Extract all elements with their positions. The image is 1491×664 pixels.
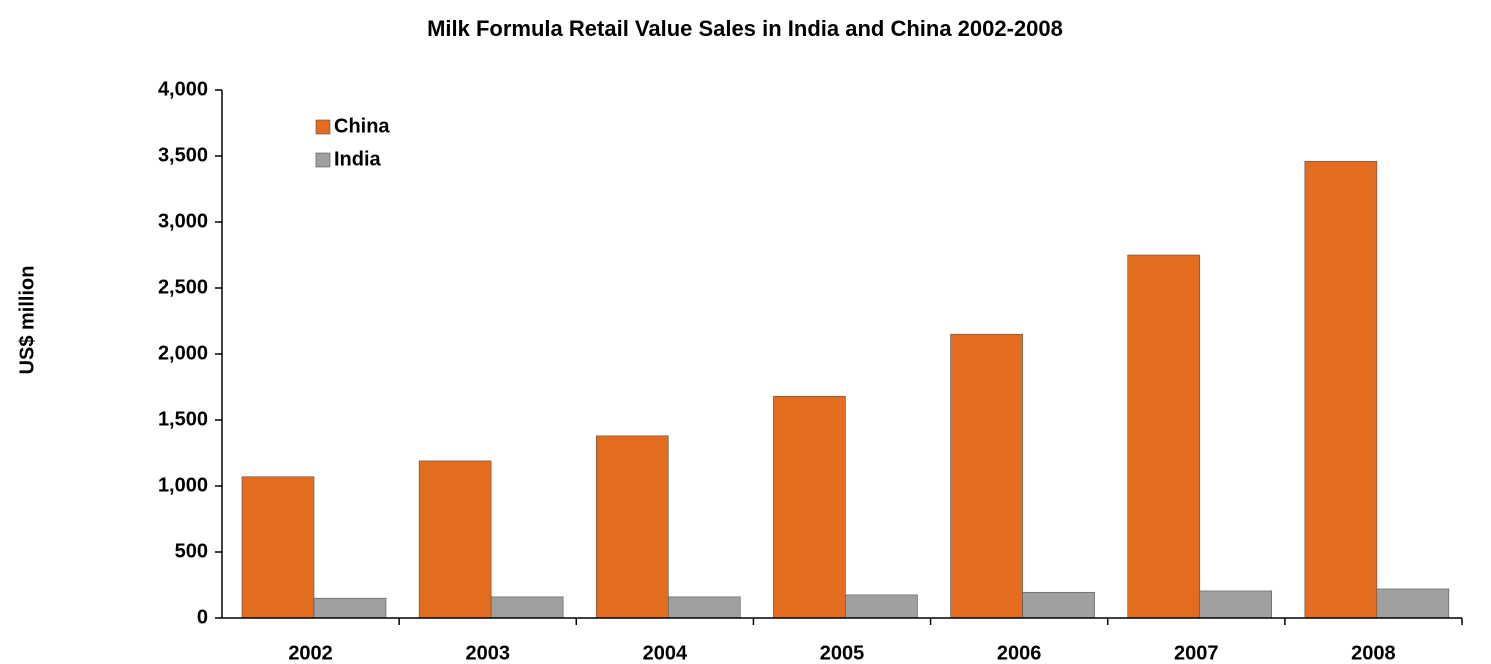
legend-swatch xyxy=(315,152,331,168)
legend-swatch xyxy=(315,119,331,135)
x-tick-label: 2005 xyxy=(820,642,865,664)
x-tick-label: 2006 xyxy=(997,642,1042,664)
y-tick-label: 0 xyxy=(197,606,208,628)
legend-label: India xyxy=(334,148,382,170)
bar xyxy=(1127,254,1201,619)
x-tick-label: 2004 xyxy=(643,642,688,664)
bar xyxy=(241,476,315,619)
bar xyxy=(667,596,741,619)
chart-title: Milk Formula Retail Value Sales in India… xyxy=(427,16,1063,41)
legend-label: China xyxy=(334,115,390,137)
x-tick-label: 2002 xyxy=(288,642,333,664)
bar xyxy=(418,460,492,619)
y-tick-label: 1,000 xyxy=(158,474,208,496)
bar xyxy=(1376,588,1450,619)
x-tick-label: 2003 xyxy=(465,642,510,664)
bar xyxy=(1199,590,1273,619)
x-tick-label: 2008 xyxy=(1351,642,1396,664)
y-tick-label: 2,000 xyxy=(158,342,208,364)
bar xyxy=(1022,591,1095,619)
x-tick-label: 2007 xyxy=(1174,642,1219,664)
bar xyxy=(950,333,1023,619)
bar xyxy=(490,596,564,619)
y-tick-label: 3,000 xyxy=(158,210,208,232)
y-tick-label: 2,500 xyxy=(158,276,208,298)
bar xyxy=(845,594,918,619)
bar xyxy=(313,597,387,619)
y-tick-label: 500 xyxy=(175,540,208,562)
bar xyxy=(773,395,846,619)
y-tick-label: 1,500 xyxy=(158,408,208,430)
y-tick-label: 3,500 xyxy=(158,144,208,166)
bar xyxy=(595,435,669,619)
y-tick-label: 4,000 xyxy=(158,78,208,100)
y-axis-label: US$ million xyxy=(16,266,38,375)
bar xyxy=(1304,160,1378,619)
